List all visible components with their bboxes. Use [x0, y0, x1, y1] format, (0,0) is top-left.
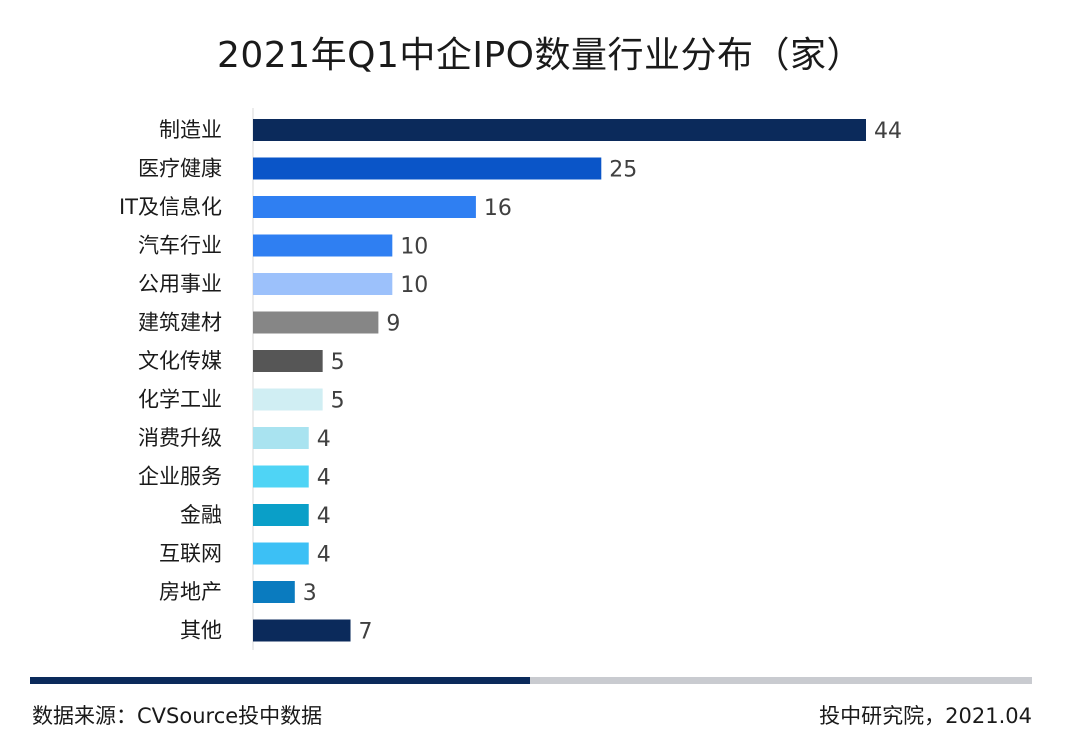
value-label: 5: [331, 389, 345, 414]
credit-note: 投中研究院，2021.04: [819, 704, 1032, 728]
bar: [253, 273, 393, 295]
bar: [253, 119, 866, 141]
category-label: 医疗健康: [138, 157, 222, 181]
bar: [253, 504, 309, 526]
value-label: 25: [609, 158, 637, 183]
value-label: 16: [484, 196, 512, 221]
bar: [253, 542, 309, 565]
value-label: 4: [317, 504, 331, 529]
value-label: 5: [331, 350, 345, 375]
value-label: 7: [359, 620, 373, 645]
value-label: 3: [303, 581, 317, 606]
category-label: 互联网: [159, 542, 222, 566]
source-note: 数据来源：CVSource投中数据: [32, 704, 323, 728]
category-label: 金融: [180, 503, 222, 527]
bar: [253, 619, 351, 642]
category-label: 汽车行业: [138, 234, 222, 258]
value-label: 9: [386, 312, 400, 337]
category-label: 化学工业: [138, 388, 222, 412]
bar: [253, 234, 393, 257]
value-label: 4: [317, 466, 331, 491]
category-label: 制造业: [159, 118, 222, 142]
category-label: 消费升级: [138, 426, 222, 450]
category-label: IT及信息化: [119, 195, 222, 219]
value-label: 4: [317, 427, 331, 452]
category-label: 建筑建材: [138, 311, 222, 335]
category-label: 其他: [180, 619, 222, 643]
bar: [253, 311, 379, 334]
footer-rule-dark: [30, 677, 530, 684]
value-label: 10: [400, 273, 428, 298]
value-label: 10: [400, 235, 428, 260]
category-label: 公用事业: [138, 272, 222, 296]
value-label: 44: [874, 119, 902, 144]
category-label: 企业服务: [138, 465, 222, 489]
category-label: 房地产: [159, 580, 222, 604]
bar: [253, 581, 295, 603]
bar: [253, 157, 602, 180]
bar: [253, 350, 323, 372]
bar: [253, 388, 323, 411]
bar: [253, 465, 309, 488]
value-label: 4: [317, 543, 331, 568]
category-label: 文化传媒: [138, 349, 222, 373]
bar: [253, 427, 309, 449]
footer-rule-light: [530, 677, 1032, 684]
bar: [253, 196, 476, 218]
chart-title: 2021年Q1中企IPO数量行业分布（家）: [216, 35, 864, 76]
